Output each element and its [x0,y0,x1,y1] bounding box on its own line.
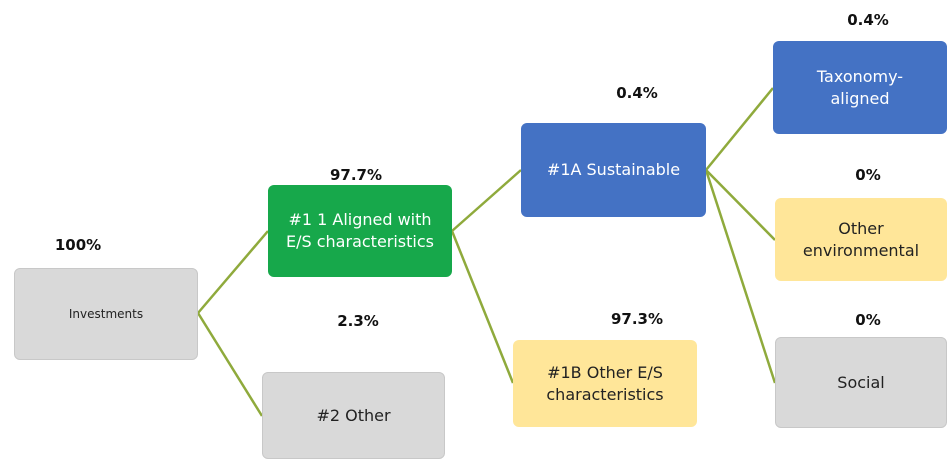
connector [196,312,264,417]
node-box: Investments [14,268,198,360]
node-share: 100% [54,236,102,254]
node-box: Taxonomy-aligned [773,41,947,134]
connector [451,169,522,232]
connector [705,169,776,241]
node-box: #1 1 Aligned with E/S characteristics [268,185,452,277]
node-share: 0% [855,311,881,329]
node-share: 97.7% [329,166,383,184]
node-share: 97.3% [610,310,664,328]
node-share: 2.3% [337,312,379,330]
node-box: #2 Other [262,372,445,459]
connector [197,230,269,314]
connector [705,87,774,171]
node-share: 0.4% [847,11,889,29]
node-box: Social [775,337,947,428]
node-share: 0.4% [616,84,658,102]
node-box: Other environmental [775,198,947,281]
node-box: #1A Sustainable [521,123,706,217]
connector [450,230,515,384]
node-share: 0% [855,166,881,184]
connector [704,169,777,384]
node-box: #1B Other E/S characteristics [513,340,697,427]
